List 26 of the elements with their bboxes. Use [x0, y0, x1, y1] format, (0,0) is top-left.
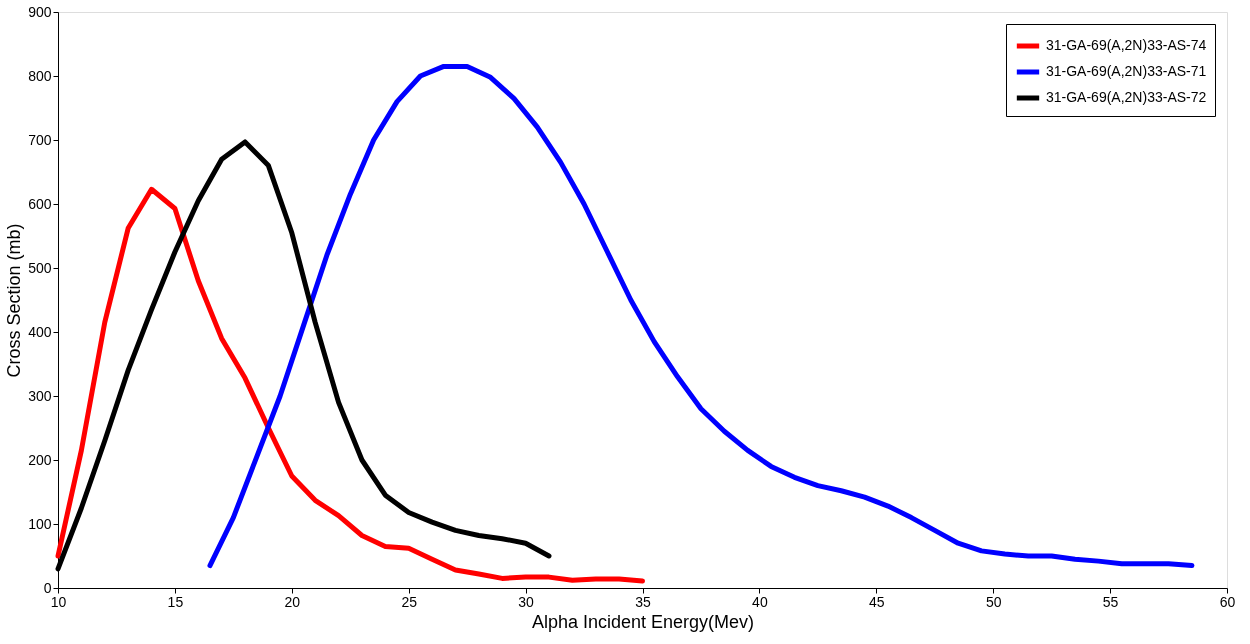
- y-tick-label: 600: [28, 195, 52, 212]
- y-tick-label: 0: [43, 579, 52, 596]
- x-tick-label: 45: [869, 593, 885, 610]
- legend-label: 31-GA-69(A,2N)33-AS-71: [1046, 63, 1207, 79]
- x-tick-label: 20: [284, 593, 301, 610]
- y-tick-label: 200: [28, 451, 52, 468]
- y-tick-label: 500: [28, 259, 52, 276]
- y-tick-label: 300: [28, 387, 52, 404]
- y-tick-label: 900: [28, 3, 52, 20]
- x-tick-label: 30: [518, 593, 535, 610]
- legend-label: 31-GA-69(A,2N)33-AS-72: [1046, 89, 1207, 105]
- y-tick-label: 400: [28, 323, 52, 340]
- x-tick-label: 10: [50, 593, 67, 610]
- y-axis-title: Cross Section (mb): [4, 223, 25, 378]
- x-tick-label: 15: [167, 593, 184, 610]
- x-axis-title: Alpha Incident Energy(Mev): [531, 611, 755, 632]
- x-tick-label: 50: [985, 593, 1002, 610]
- y-tick-label: 100: [28, 515, 52, 532]
- y-tick-label: 800: [28, 67, 52, 84]
- y-tick-label: 700: [28, 131, 52, 148]
- x-tick-label: 60: [1219, 593, 1236, 610]
- x-tick-label: 55: [1102, 593, 1119, 610]
- x-tick-label: 40: [752, 593, 768, 610]
- legend-label: 31-GA-69(A,2N)33-AS-74: [1046, 37, 1207, 53]
- x-tick-label: 35: [635, 593, 651, 610]
- x-tick-label: 25: [401, 593, 418, 610]
